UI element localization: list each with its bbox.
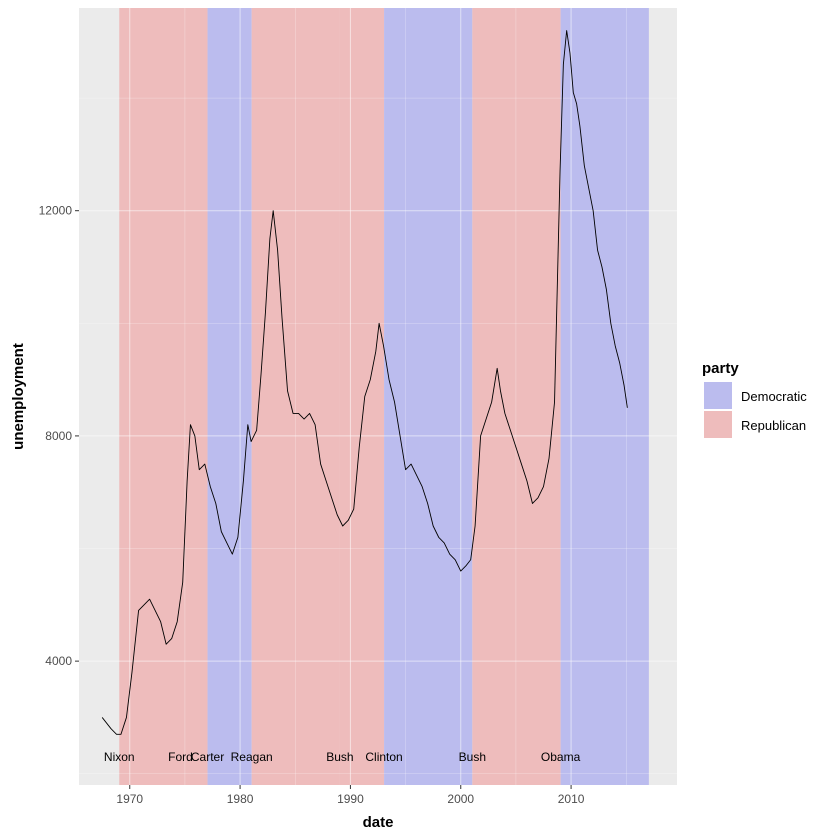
legend-key-democratic	[704, 382, 732, 409]
band-obama-7	[560, 8, 649, 785]
president-label-carter: Carter	[191, 750, 224, 764]
y-tick-label: 12000	[39, 204, 73, 218]
party-bands	[119, 8, 649, 785]
x-axis: 1970 1980 1990 2000 2010	[116, 785, 585, 806]
y-tick-label: 4000	[45, 654, 72, 668]
band-bush-4	[339, 8, 385, 785]
president-label-bush: Bush	[326, 750, 353, 764]
president-label-reagan: Reagan	[231, 750, 273, 764]
y-axis-title: unemployment	[10, 343, 27, 450]
president-label-nixon: Nixon	[104, 750, 135, 764]
legend-label-democratic: Democratic	[741, 389, 807, 404]
band-bush-6	[472, 8, 561, 785]
x-tick-label: 1980	[227, 792, 254, 806]
president-label-ford: Ford	[168, 750, 193, 764]
y-tick-label: 8000	[45, 429, 72, 443]
legend-label-republican: Republican	[741, 418, 806, 433]
major-gridlines	[79, 8, 677, 785]
band-nixon-0	[119, 8, 181, 785]
x-tick-label: 2000	[447, 792, 474, 806]
president-label-bush: Bush	[459, 750, 486, 764]
unemployment-series	[101, 30, 628, 735]
unemployment-line	[101, 30, 628, 735]
president-label-clinton: Clinton	[365, 750, 402, 764]
band-clinton-5	[384, 8, 473, 785]
legend: party Democratic Republican	[702, 360, 807, 438]
legend-title: party	[702, 360, 739, 377]
x-tick-label: 1990	[337, 792, 364, 806]
x-tick-label: 1970	[116, 792, 143, 806]
president-label-obama: Obama	[541, 750, 581, 764]
band-ford-1	[180, 8, 208, 785]
minor-gridlines	[79, 8, 677, 785]
y-axis: 4000 8000 12000	[39, 204, 79, 668]
legend-key-republican	[704, 411, 732, 438]
x-axis-title: date	[363, 814, 394, 831]
x-tick-label: 2010	[558, 792, 585, 806]
band-reagan-3	[251, 8, 340, 785]
band-carter-2	[207, 8, 252, 785]
